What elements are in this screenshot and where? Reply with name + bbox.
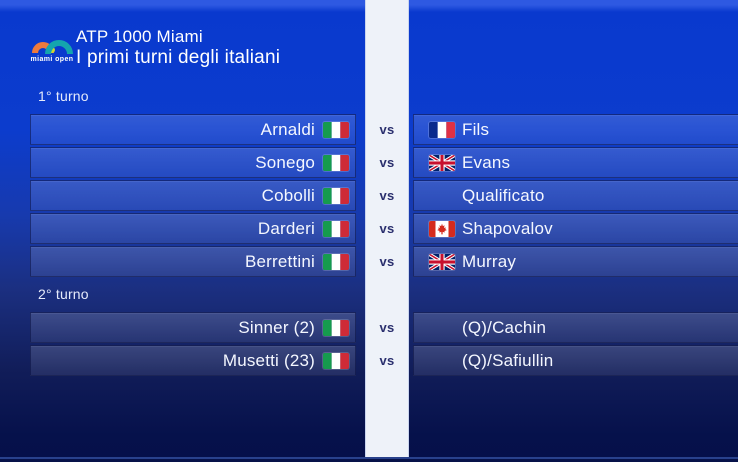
match-row: Sonego vs Evans [0, 147, 738, 178]
miami-open-logo-text: miami open [30, 56, 74, 63]
vs-label: vs [379, 353, 395, 368]
home-flag-slot [323, 220, 349, 237]
fixtures-list: 1° turno Arnaldi vs Fils Sonego vs Evans… [0, 88, 738, 378]
match-row: Musetti (23) vs (Q)/Safiullin [0, 345, 738, 376]
match-row: Cobolli vs Qualificato [0, 180, 738, 211]
home-player-name: Musetti (23) [222, 350, 315, 370]
home-flag-slot [323, 154, 349, 171]
home-player-bar: Sonego [30, 147, 356, 178]
italy-flag-icon [323, 220, 349, 237]
match-row: Arnaldi vs Fils [0, 114, 738, 145]
away-player-name: Murray [462, 251, 517, 271]
away-flag-slot [429, 154, 455, 171]
italy-flag-icon [323, 187, 349, 204]
away-player-bar: Murray [413, 246, 738, 277]
center-divider [365, 0, 409, 457]
home-flag-slot [323, 352, 349, 369]
home-player-name: Darderi [257, 218, 315, 238]
vs-label: vs [379, 122, 395, 137]
miami-open-logo: miami open [30, 29, 74, 63]
great-britain-flag-icon [429, 253, 455, 270]
away-player-bar: Evans [413, 147, 738, 178]
home-player-name: Sinner (2) [238, 317, 315, 337]
home-player-bar: Berrettini [30, 246, 356, 277]
home-flag-slot [323, 319, 349, 336]
home-player-name: Berrettini [244, 251, 315, 271]
miami-open-arches-icon [32, 40, 73, 55]
away-player-name: Fils [462, 119, 490, 139]
home-flag-slot [323, 253, 349, 270]
away-player-name: Qualificato [462, 185, 545, 205]
away-player-name: Evans [462, 152, 511, 172]
away-flag-slot [429, 353, 455, 369]
italy-flag-icon [323, 352, 349, 369]
away-player-bar: Fils [413, 114, 738, 145]
canada-flag-icon [429, 220, 455, 237]
away-flag-slot [429, 220, 455, 237]
away-player-name: Shapovalov [462, 218, 553, 238]
away-player-name: (Q)/Cachin [462, 317, 547, 337]
home-flag-slot [323, 187, 349, 204]
vs-label: vs [379, 188, 395, 203]
home-player-name: Cobolli [261, 185, 315, 205]
away-flag-slot [429, 121, 455, 138]
france-flag-icon [429, 121, 455, 138]
away-player-bar: (Q)/Cachin [413, 312, 738, 343]
away-flag-slot [429, 320, 455, 336]
italy-flag-icon [323, 121, 349, 138]
section-label: 2° turno [38, 286, 89, 302]
vs-label: vs [379, 320, 395, 335]
away-flag-slot [429, 188, 455, 204]
vs-label: vs [379, 221, 395, 236]
match-row: Darderi vs Shapovalov [0, 213, 738, 244]
match-row: Sinner (2) vs (Q)/Cachin [0, 312, 738, 343]
home-player-bar: Arnaldi [30, 114, 356, 145]
italy-flag-icon [323, 154, 349, 171]
section-label: 1° turno [38, 88, 89, 104]
vs-label: vs [379, 254, 395, 269]
header-titles: ATP 1000 Miami I primi turni degli itali… [76, 26, 280, 69]
home-player-bar: Musetti (23) [30, 345, 356, 376]
vs-label: vs [379, 155, 395, 170]
away-player-bar: (Q)/Safiullin [413, 345, 738, 376]
home-player-bar: Darderi [30, 213, 356, 244]
away-player-bar: Shapovalov [413, 213, 738, 244]
page-subtitle: I primi turni degli italiani [76, 47, 281, 68]
away-flag-slot [429, 253, 455, 270]
bottom-edge-band [0, 457, 738, 462]
away-player-name: (Q)/Safiullin [462, 350, 554, 370]
home-player-bar: Sinner (2) [30, 312, 356, 343]
great-britain-flag-icon [429, 154, 455, 171]
home-player-name: Arnaldi [260, 119, 315, 139]
home-flag-slot [323, 121, 349, 138]
home-player-name: Sonego [255, 152, 315, 172]
home-player-bar: Cobolli [30, 180, 356, 211]
italy-flag-icon [323, 253, 349, 270]
match-row: Berrettini vs Murray [0, 246, 738, 277]
away-player-bar: Qualificato [413, 180, 738, 211]
page-title: ATP 1000 Miami [76, 27, 203, 46]
italy-flag-icon [323, 319, 349, 336]
